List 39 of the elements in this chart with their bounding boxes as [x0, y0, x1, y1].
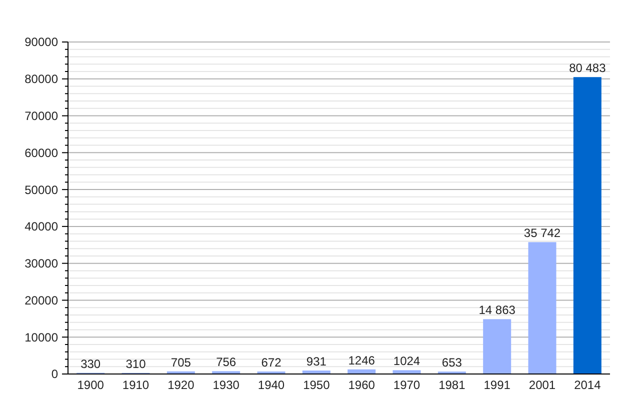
x-tick-label: 1940 [258, 378, 285, 392]
x-tick-label: 1950 [303, 378, 330, 392]
bar [392, 370, 421, 374]
data-label: 330 [80, 356, 101, 371]
y-tick-label: 0 [51, 367, 58, 382]
x-tick-label: 1930 [212, 378, 240, 392]
data-label: 1024 [393, 354, 420, 368]
bar [528, 242, 556, 374]
x-tick-label: 2014 [574, 378, 602, 392]
data-label: 1246 [348, 353, 376, 368]
data-label: 14 863 [478, 303, 516, 318]
data-label: 80 483 [569, 61, 606, 76]
x-tick-label: 1920 [168, 378, 195, 392]
bar [212, 371, 240, 374]
x-tick-label: 1910 [122, 378, 150, 392]
y-tick-label: 10000 [24, 330, 58, 344]
y-tick-label: 50000 [24, 182, 58, 197]
data-label: 705 [170, 355, 192, 370]
bar [573, 77, 602, 374]
data-label: 672 [261, 356, 282, 370]
y-tick-label: 30000 [24, 256, 58, 271]
y-tick-label: 20000 [24, 293, 58, 308]
x-tick-label: 1960 [348, 378, 376, 392]
y-tick-label: 90000 [24, 35, 58, 50]
y-tick-label: 70000 [24, 108, 58, 123]
x-tick-label: 1991 [484, 378, 511, 392]
x-tick-label: 1900 [77, 378, 104, 392]
x-tick-label: 1970 [393, 378, 420, 392]
data-label: 756 [216, 355, 236, 370]
x-tick-label: 1981 [438, 378, 466, 392]
y-tick-label: 80000 [24, 72, 58, 86]
x-tick-label: 2001 [528, 378, 556, 392]
data-label: 931 [306, 354, 327, 369]
y-tick-label: 40000 [24, 220, 58, 234]
y-tick-label: 60000 [24, 146, 58, 160]
bar [483, 319, 512, 374]
data-label: 310 [126, 356, 146, 371]
data-label: 35 742 [524, 226, 561, 240]
data-label: 653 [442, 356, 462, 370]
